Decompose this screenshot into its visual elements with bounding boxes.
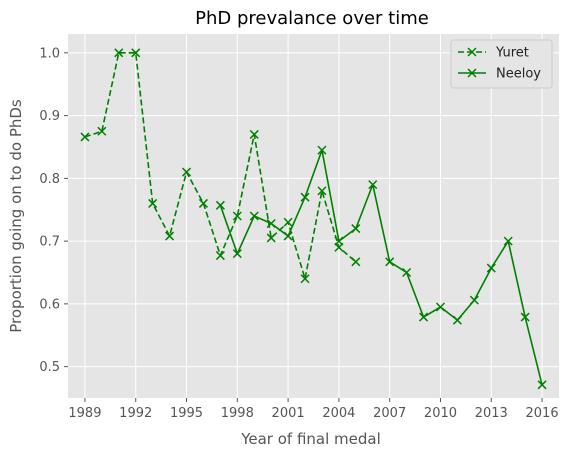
- grid-lines: [68, 34, 559, 398]
- y-tick-label: 0.6: [39, 297, 60, 312]
- yuret-data-point: [131, 48, 141, 58]
- x-tick-label: 1992: [119, 406, 152, 421]
- neeloy-data-point: [215, 200, 225, 210]
- x-axis-ticks: 1989 1992 1995 1998 2001 2004 2007 2010 2013 2016: [68, 398, 559, 421]
- plot-background: [68, 34, 559, 398]
- x-tick-label: 2013: [475, 406, 508, 421]
- yuret-legend-label: Yuret: [495, 46, 529, 61]
- neeloy-data-point: [503, 236, 513, 246]
- neeloy-data-point: [351, 224, 361, 234]
- yuret-data-point: [249, 129, 259, 139]
- x-axis-title: Year of final medal: [240, 430, 381, 448]
- y-tick-label: 0.5: [39, 360, 60, 375]
- neeloy-legend-label: Neeloy: [496, 67, 541, 82]
- y-axis-ticks: 0.5 0.6 0.7 0.8 0.9 1.0: [39, 46, 68, 375]
- series-markers: [80, 48, 547, 390]
- y-tick-label: 1.0: [39, 46, 60, 61]
- neeloy-data-point: [520, 312, 530, 322]
- plot-area: [68, 34, 559, 398]
- x-tick-label: 1995: [170, 406, 203, 421]
- x-tick-label: 2007: [373, 406, 406, 421]
- y-tick-label: 0.7: [39, 235, 60, 250]
- neeloy-data-point: [317, 145, 327, 155]
- yuret-data-point: [300, 274, 310, 284]
- yuret-data-point: [165, 231, 175, 241]
- neeloy-data-point: [486, 263, 496, 273]
- neeloy-data-point: [249, 211, 259, 221]
- yuret-data-point: [266, 233, 276, 243]
- neeloy-data-point: [435, 302, 446, 312]
- yuret-legend-marker: [467, 47, 477, 57]
- x-tick-label: 2001: [272, 406, 305, 421]
- yuret-data-point: [215, 251, 225, 261]
- neeloy-data-point: [334, 236, 344, 246]
- neeloy-data-point: [266, 219, 276, 229]
- neeloy-data-point: [368, 180, 378, 190]
- yuret-data-point: [317, 186, 327, 196]
- yuret-data-point: [198, 198, 208, 208]
- yuret-data-point: [114, 48, 124, 58]
- y-tick-label: 0.9: [39, 109, 60, 124]
- yuret-data-point: [80, 132, 90, 142]
- yuret-data-point: [148, 198, 158, 208]
- x-tick-label: 2004: [322, 406, 355, 421]
- y-axis-title: Proportion going on to do PhDs: [7, 99, 25, 333]
- y-tick-label: 0.8: [39, 172, 60, 187]
- x-tick-label: 1989: [68, 406, 101, 421]
- neeloy-data-point: [300, 192, 310, 202]
- neeloy-data-point: [537, 380, 547, 390]
- neeloy-data-point: [469, 295, 479, 305]
- neeloy-data-point: [283, 231, 293, 241]
- neeloy-data-point: [232, 249, 242, 259]
- x-tick-label: 2016: [526, 406, 559, 421]
- legend: Yuret Neeloy: [450, 39, 553, 89]
- neeloy-data-point: [402, 267, 412, 278]
- x-tick-label: 1998: [221, 406, 254, 421]
- x-tick-label: 2010: [424, 406, 457, 421]
- neeloy-legend-marker: [467, 68, 477, 78]
- yuret-data-point: [181, 167, 192, 177]
- yuret-data-point: [232, 211, 242, 221]
- yuret-data-point: [97, 126, 107, 136]
- yuret-data-point: [351, 257, 361, 267]
- neeloy-data-point: [385, 257, 395, 267]
- neeloy-data-point: [419, 312, 429, 322]
- chart-title: PhD prevalance over time: [195, 8, 429, 29]
- yuret-data-point: [283, 217, 293, 227]
- legend-entries: Yuret Neeloy: [458, 46, 541, 82]
- neeloy-data-point: [452, 315, 462, 325]
